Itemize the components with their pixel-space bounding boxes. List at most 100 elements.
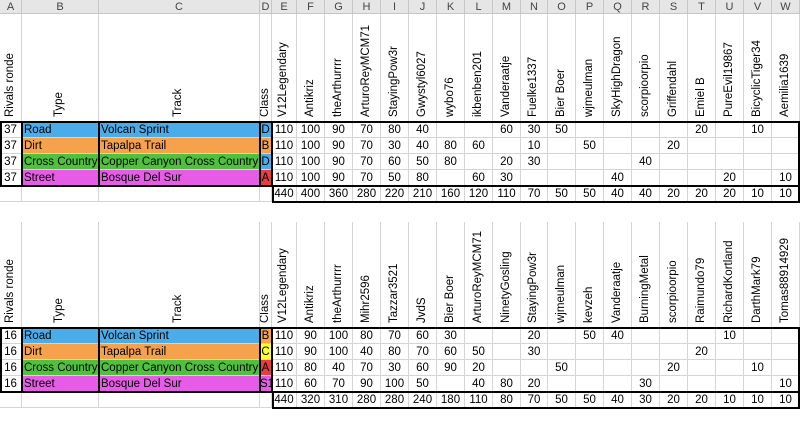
score-cell[interactable]: 90 bbox=[325, 122, 353, 138]
column-header-F[interactable]: F bbox=[297, 0, 325, 14]
score-cell[interactable]: 60 bbox=[493, 122, 521, 138]
player-header[interactable]: ArturoReyMCM71 bbox=[353, 14, 381, 122]
player-header[interactable]: Antikriz bbox=[297, 14, 325, 122]
score-cell[interactable] bbox=[493, 344, 521, 360]
score-cell[interactable]: 80 bbox=[353, 328, 381, 344]
score-cell[interactable]: 50 bbox=[381, 170, 409, 186]
score-cell[interactable]: 30 bbox=[493, 170, 521, 186]
round-cell[interactable]: 37 bbox=[0, 154, 22, 170]
score-cell[interactable] bbox=[744, 170, 772, 186]
score-cell[interactable] bbox=[716, 376, 744, 392]
column-header-T[interactable]: T bbox=[688, 0, 716, 14]
empty-cell[interactable] bbox=[0, 186, 22, 202]
class-cell[interactable]: S1 bbox=[260, 376, 272, 392]
player-header[interactable]: NinetyGosling bbox=[493, 222, 521, 328]
total-cell[interactable]: 20 bbox=[660, 186, 688, 202]
score-cell[interactable]: 110 bbox=[272, 170, 297, 186]
score-cell[interactable]: 10 bbox=[716, 328, 744, 344]
score-cell[interactable] bbox=[772, 122, 800, 138]
score-cell[interactable] bbox=[716, 344, 744, 360]
score-cell[interactable]: 20 bbox=[688, 344, 716, 360]
empty-cell[interactable] bbox=[99, 186, 260, 202]
score-cell[interactable] bbox=[465, 122, 493, 138]
score-cell[interactable]: 60 bbox=[381, 154, 409, 170]
score-cell[interactable] bbox=[772, 138, 800, 154]
score-cell[interactable]: 70 bbox=[353, 360, 381, 376]
score-cell[interactable] bbox=[772, 360, 800, 376]
score-cell[interactable]: 10 bbox=[772, 170, 800, 186]
score-cell[interactable] bbox=[716, 122, 744, 138]
score-cell[interactable] bbox=[548, 154, 576, 170]
type-cell[interactable]: Road bbox=[22, 122, 99, 138]
score-cell[interactable]: 110 bbox=[272, 360, 297, 376]
player-header[interactable]: theArthurrrr bbox=[325, 222, 353, 328]
class-cell[interactable]: C bbox=[260, 344, 272, 360]
player-header[interactable]: SkyHighDragon bbox=[604, 14, 632, 122]
score-cell[interactable]: 40 bbox=[465, 376, 493, 392]
score-cell[interactable]: 30 bbox=[437, 328, 465, 344]
score-cell[interactable]: 50 bbox=[548, 360, 576, 376]
score-cell[interactable]: 20 bbox=[688, 122, 716, 138]
score-cell[interactable]: 10 bbox=[744, 122, 772, 138]
score-cell[interactable] bbox=[604, 122, 632, 138]
total-cell[interactable]: 240 bbox=[409, 392, 437, 408]
player-header[interactable]: wjmeulman bbox=[576, 14, 604, 122]
player-header[interactable]: scorpioorpio bbox=[632, 14, 660, 122]
empty-cell[interactable] bbox=[22, 186, 99, 202]
round-cell[interactable]: 37 bbox=[0, 138, 22, 154]
player-header[interactable]: ArturoReyMCM71 bbox=[465, 222, 493, 328]
player-header[interactable]: ikbenben201 bbox=[465, 14, 493, 122]
score-cell[interactable]: 30 bbox=[521, 344, 548, 360]
score-cell[interactable] bbox=[548, 170, 576, 186]
score-cell[interactable]: 40 bbox=[325, 360, 353, 376]
total-cell[interactable]: 280 bbox=[353, 392, 381, 408]
score-cell[interactable] bbox=[688, 138, 716, 154]
score-cell[interactable] bbox=[632, 170, 660, 186]
track-cell[interactable]: Copper Canyon Cross Country bbox=[99, 154, 260, 170]
class-cell[interactable]: B bbox=[260, 138, 272, 154]
score-cell[interactable] bbox=[688, 328, 716, 344]
track-cell[interactable]: Volcan Sprint bbox=[99, 122, 260, 138]
score-cell[interactable]: 100 bbox=[297, 154, 325, 170]
total-cell[interactable]: 10 bbox=[772, 186, 800, 202]
total-cell[interactable]: 320 bbox=[297, 392, 325, 408]
score-cell[interactable] bbox=[576, 344, 604, 360]
column-header-W[interactable]: W bbox=[772, 0, 800, 14]
total-cell[interactable]: 120 bbox=[465, 186, 493, 202]
score-cell[interactable]: 50 bbox=[409, 376, 437, 392]
column-header-S[interactable]: S bbox=[660, 0, 688, 14]
column-header-M[interactable]: M bbox=[493, 0, 521, 14]
score-cell[interactable] bbox=[716, 360, 744, 376]
type-cell[interactable]: Street bbox=[22, 170, 99, 186]
score-cell[interactable]: 100 bbox=[325, 328, 353, 344]
header-round[interactable]: Rivals ronde bbox=[0, 222, 22, 328]
score-cell[interactable]: 80 bbox=[493, 376, 521, 392]
score-cell[interactable]: 50 bbox=[576, 138, 604, 154]
type-cell[interactable]: Cross Country bbox=[22, 154, 99, 170]
total-cell[interactable]: 310 bbox=[325, 392, 353, 408]
total-cell[interactable]: 10 bbox=[744, 392, 772, 408]
column-header-P[interactable]: P bbox=[576, 0, 604, 14]
player-header[interactable]: Tomas88914929 bbox=[772, 222, 800, 328]
total-cell[interactable]: 40 bbox=[604, 186, 632, 202]
class-cell[interactable]: D bbox=[260, 122, 272, 138]
score-cell[interactable] bbox=[604, 376, 632, 392]
column-header-R[interactable]: R bbox=[632, 0, 660, 14]
total-cell[interactable]: 210 bbox=[409, 186, 437, 202]
class-cell[interactable]: D bbox=[260, 154, 272, 170]
header-round[interactable]: Rivals ronde bbox=[0, 14, 22, 122]
total-cell[interactable]: 440 bbox=[272, 392, 297, 408]
round-cell[interactable]: 37 bbox=[0, 170, 22, 186]
player-header[interactable]: DarthMark79 bbox=[744, 222, 772, 328]
player-header[interactable]: BicyclicTiger34 bbox=[744, 14, 772, 122]
score-cell[interactable] bbox=[632, 360, 660, 376]
track-cell[interactable]: Tapalpa Trail bbox=[99, 138, 260, 154]
score-cell[interactable] bbox=[604, 154, 632, 170]
header-track[interactable]: Track bbox=[99, 222, 260, 328]
player-header[interactable]: PureEvil19867 bbox=[716, 14, 744, 122]
score-cell[interactable]: 110 bbox=[272, 154, 297, 170]
column-header-V[interactable]: V bbox=[744, 0, 772, 14]
score-cell[interactable]: 90 bbox=[325, 170, 353, 186]
score-cell[interactable] bbox=[548, 376, 576, 392]
score-cell[interactable]: 40 bbox=[604, 170, 632, 186]
